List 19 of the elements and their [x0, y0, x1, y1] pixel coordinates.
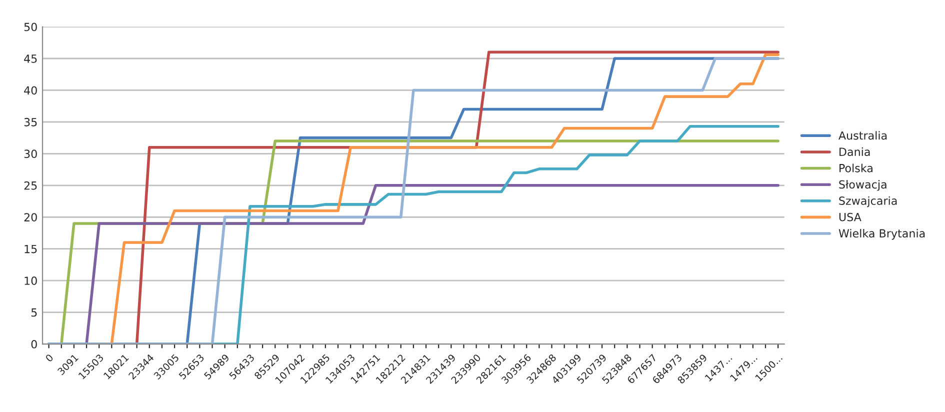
y-tick-label: 20: [24, 213, 37, 222]
x-tick-label: 0: [45, 354, 54, 362]
legend-label: USA: [839, 212, 862, 222]
y-tick-label: 0: [31, 340, 37, 348]
y-tick-label: 45: [24, 54, 37, 63]
legend-label: Dania: [840, 147, 870, 156]
legend-label: Szwajcaria: [839, 196, 897, 208]
y-tick-label: 10: [24, 276, 37, 285]
legend-label: Polska: [840, 164, 872, 172]
y-tick-label: 50: [24, 22, 37, 32]
y-tick-label: 40: [24, 86, 37, 95]
legend-label: Wielka Brytania: [838, 228, 925, 240]
y-tick-label: 5: [31, 308, 37, 317]
y-tick-label: 25: [24, 181, 37, 190]
legend-label: Słowacja: [839, 180, 886, 191]
y-tick-label: 35: [24, 118, 37, 126]
legend-label: Australia: [838, 131, 887, 140]
y-tick-label: 30: [24, 150, 37, 158]
y-tick-label: 15: [24, 244, 37, 254]
